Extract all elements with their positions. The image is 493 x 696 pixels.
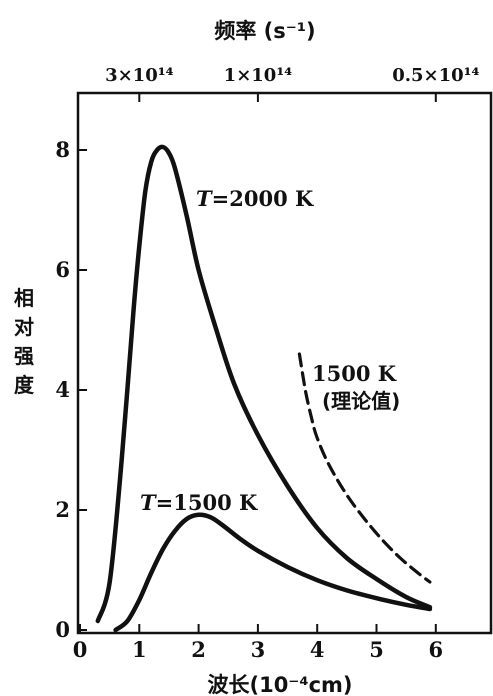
- label-theory-line1: 1500 K: [312, 361, 397, 386]
- y-tick-label-2: 2: [55, 497, 70, 522]
- x-tick-label-3: 3: [251, 637, 266, 662]
- series-curves: [95, 144, 433, 633]
- top-tick-label-0: 3×10¹⁴: [105, 65, 174, 86]
- label-t1500-t: T: [140, 490, 157, 515]
- y-tick-label-8: 8: [55, 137, 70, 162]
- label-theory-line2: (理论值): [322, 389, 400, 413]
- label-t2000-rest: =2000 K: [212, 186, 314, 211]
- y-axis-title-char-1: 相: [14, 286, 34, 310]
- series-line-2: [297, 352, 432, 584]
- y-axis-title-char-4: 度: [14, 373, 35, 397]
- x-tick-label-0: 0: [73, 637, 88, 662]
- x-tick-label-1: 1: [132, 637, 147, 662]
- y-axis-title: 相 对 强 度: [14, 286, 35, 397]
- x-tick-label-5: 5: [369, 637, 384, 662]
- y-tick-label-4: 4: [55, 377, 70, 402]
- top-axis-title: 频率 (s⁻¹): [214, 19, 315, 43]
- x-tick-label-6: 6: [428, 637, 443, 662]
- x-axis-ticks: 0 1 2 3 4 5 6: [73, 624, 443, 662]
- x-axis-title: 波长(10⁻⁴cm): [207, 673, 352, 696]
- x-tick-label-2: 2: [191, 637, 206, 662]
- series-line-1: [113, 512, 433, 633]
- series-line-0: [95, 144, 433, 624]
- top-tick-label-2: 0.5×10¹⁴: [392, 65, 479, 86]
- y-axis-title-char-3: 强: [14, 344, 34, 368]
- label-t2000-t: T: [196, 186, 213, 211]
- y-axis-ticks: 0 2 4 6 8: [55, 137, 87, 642]
- label-t1500: T=1500 K: [140, 490, 258, 515]
- top-tick-label-1: 1×10¹⁴: [224, 65, 293, 86]
- x-tick-label-4: 4: [310, 637, 325, 662]
- label-t2000: T=2000 K: [196, 186, 314, 211]
- y-tick-label-6: 6: [55, 257, 70, 282]
- y-axis-title-char-2: 对: [14, 315, 34, 339]
- plot-frame: [76, 91, 493, 635]
- label-t1500-rest: =1500 K: [156, 490, 258, 515]
- y-tick-label-0: 0: [55, 617, 70, 642]
- top-axis-ticks: 3×10¹⁴ 1×10¹⁴ 0.5×10¹⁴: [105, 65, 480, 102]
